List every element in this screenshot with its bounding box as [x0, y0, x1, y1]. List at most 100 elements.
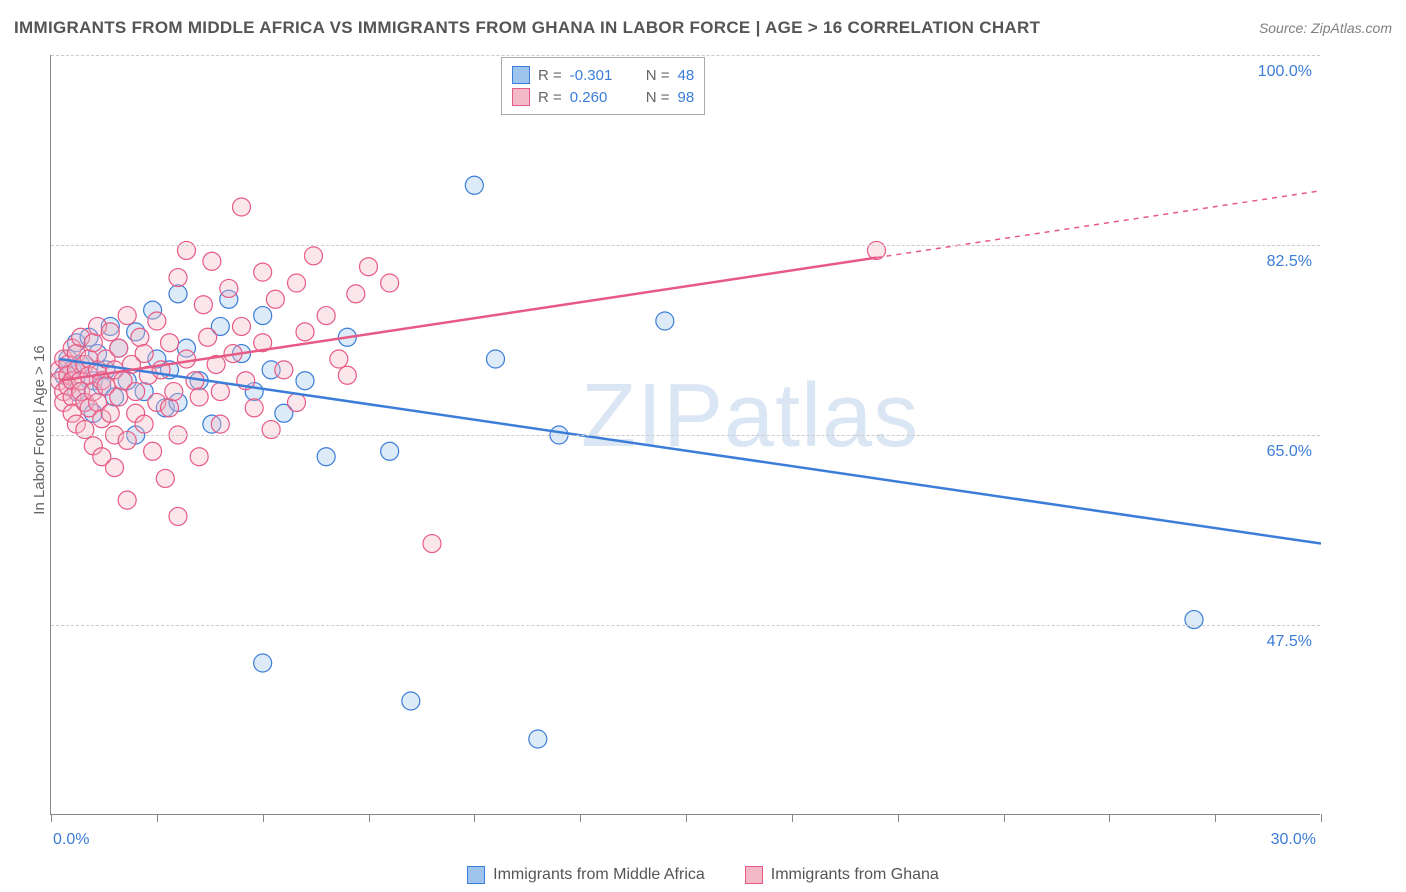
scatter-point	[304, 247, 322, 265]
scatter-point	[402, 692, 420, 710]
scatter-point	[161, 399, 179, 417]
scatter-point	[296, 372, 314, 390]
legend-r-label: R =	[538, 89, 562, 106]
scatter-point	[254, 263, 272, 281]
source-attribution: Source: ZipAtlas.com	[1259, 20, 1392, 36]
gridline-h	[51, 435, 1320, 436]
x-tick	[369, 814, 370, 822]
legend-r-value: 0.260	[570, 89, 630, 106]
scatter-point	[529, 730, 547, 748]
x-tick	[157, 814, 158, 822]
scatter-point	[656, 312, 674, 330]
scatter-point	[169, 507, 187, 525]
legend-r-label: R =	[538, 67, 562, 84]
scatter-point	[199, 328, 217, 346]
scatter-point	[190, 448, 208, 466]
y-tick-label: 47.5%	[1267, 633, 1312, 651]
scatter-point	[110, 388, 128, 406]
legend-correlation-row: R = 0.260 N = 98	[512, 86, 694, 108]
legend-swatch	[467, 866, 485, 884]
scatter-point	[148, 312, 166, 330]
y-tick-label: 100.0%	[1258, 63, 1312, 81]
legend-series-item: Immigrants from Ghana	[745, 866, 939, 884]
legend-swatch	[745, 866, 763, 884]
legend-series-item: Immigrants from Middle Africa	[467, 866, 705, 884]
scatter-point	[465, 176, 483, 194]
legend-correlation-row: R = -0.301N = 48	[512, 64, 694, 86]
scatter-point	[161, 334, 179, 352]
scatter-point	[194, 296, 212, 314]
scatter-point	[233, 317, 251, 335]
gridline-h	[51, 245, 1320, 246]
legend-r-value: -0.301	[570, 67, 630, 84]
legend-series: Immigrants from Middle Africa Immigrants …	[0, 866, 1406, 884]
x-tick	[1109, 814, 1110, 822]
legend-n-value: 98	[678, 89, 695, 106]
legend-series-label: Immigrants from Ghana	[771, 866, 939, 884]
x-tick	[792, 814, 793, 822]
scatter-point	[347, 285, 365, 303]
scatter-point	[84, 334, 102, 352]
y-axis-label: In Labor Force | Age > 16	[31, 345, 48, 514]
scatter-point	[254, 307, 272, 325]
scatter-point	[127, 383, 145, 401]
y-tick-label: 82.5%	[1267, 253, 1312, 271]
scatter-point	[288, 393, 306, 411]
x-tick-label: 0.0%	[53, 831, 89, 849]
scatter-point	[220, 279, 238, 297]
scatter-point	[169, 285, 187, 303]
trend-line	[59, 359, 1321, 544]
x-tick-label: 30.0%	[1271, 831, 1316, 849]
scatter-point	[211, 415, 229, 433]
x-tick	[898, 814, 899, 822]
scatter-point	[254, 654, 272, 672]
scatter-point	[211, 383, 229, 401]
legend-series-label: Immigrants from Middle Africa	[493, 866, 705, 884]
legend-swatch	[512, 66, 530, 84]
scatter-point	[288, 274, 306, 292]
legend-correlation: R = -0.301N = 48R = 0.260N = 98	[501, 57, 705, 115]
scatter-point	[360, 258, 378, 276]
scatter-point	[190, 388, 208, 406]
gridline-h	[51, 625, 1320, 626]
scatter-point	[330, 350, 348, 368]
x-tick	[263, 814, 264, 822]
scatter-point	[381, 442, 399, 460]
y-tick-label: 65.0%	[1267, 443, 1312, 461]
x-tick	[474, 814, 475, 822]
scatter-point	[144, 442, 162, 460]
scatter-point	[118, 491, 136, 509]
scatter-point	[317, 307, 335, 325]
scatter-point	[338, 366, 356, 384]
legend-n-label: N =	[646, 89, 670, 106]
scatter-point	[118, 307, 136, 325]
scatter-point	[156, 469, 174, 487]
x-tick	[1321, 814, 1322, 822]
scatter-point	[275, 361, 293, 379]
scatter-point	[317, 448, 335, 466]
scatter-point	[169, 269, 187, 287]
legend-n-value: 48	[678, 67, 695, 84]
scatter-point	[135, 415, 153, 433]
scatter-point	[135, 345, 153, 363]
legend-swatch	[512, 88, 530, 106]
x-tick	[1215, 814, 1216, 822]
trend-line-extrapolated	[877, 191, 1322, 258]
scatter-point	[101, 404, 119, 422]
scatter-point	[165, 383, 183, 401]
x-tick	[51, 814, 52, 822]
x-tick	[580, 814, 581, 822]
scatter-point	[381, 274, 399, 292]
scatter-point	[101, 323, 119, 341]
scatter-point	[131, 328, 149, 346]
scatter-point	[110, 339, 128, 357]
scatter-point	[203, 252, 221, 270]
scatter-point	[296, 323, 314, 341]
title-bar: IMMIGRANTS FROM MIDDLE AFRICA VS IMMIGRA…	[14, 18, 1392, 38]
scatter-point	[177, 350, 195, 368]
x-tick	[1004, 814, 1005, 822]
scatter-point	[487, 350, 505, 368]
x-tick	[686, 814, 687, 822]
plot-area: ZIPatlas R = -0.301N = 48R = 0.260N = 98…	[50, 55, 1320, 815]
scatter-point	[106, 459, 124, 477]
